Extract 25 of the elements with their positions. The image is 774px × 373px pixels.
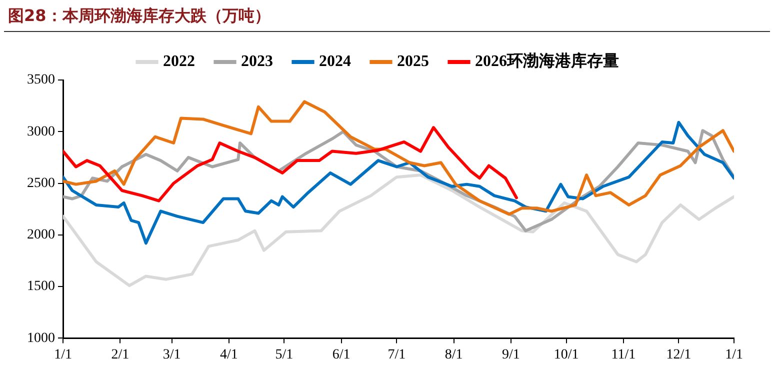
legend-label: 2025 [397,53,429,70]
y-tick-label: 2500 [27,176,55,191]
legend-label: 2023 [241,53,273,70]
x-tick-label: 8/1 [444,347,463,362]
legend-label: 2022 [163,53,195,70]
x-tick-label: 12/1 [666,347,692,362]
y-tick-label: 1000 [27,330,55,346]
x-tick-label: 4/1 [220,347,238,362]
x-tick-label: 9/1 [502,347,520,362]
x-tick-label: 1/1 [725,347,743,362]
y-tick-label: 3000 [27,124,55,140]
x-tick-label: 5/1 [275,347,294,362]
y-tick-label: 2000 [27,228,55,243]
x-tick-label: 3/1 [162,347,181,362]
x-tick-label: 10/1 [554,347,579,362]
legend-label: 2024 [319,53,351,70]
x-tick-label: 2/1 [111,347,130,362]
x-tick-label: 6/1 [332,347,350,362]
y-tick-label: 3500 [27,72,55,88]
x-tick-label: 1/1 [54,347,72,362]
legend-label: 2026环渤海港库存量 [475,52,619,70]
x-tick-label: 11/1 [611,347,636,362]
x-tick-label: 7/1 [388,347,406,362]
y-tick-label: 1500 [27,279,55,294]
chart-title: 图28：本周环渤海库存大跌（万吨） [4,0,770,32]
